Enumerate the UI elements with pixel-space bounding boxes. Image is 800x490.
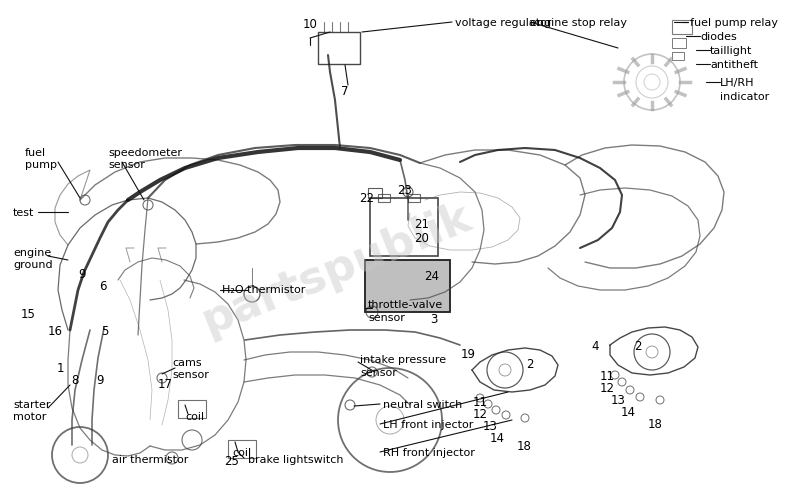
- Text: taillight: taillight: [710, 46, 752, 56]
- Bar: [228, 440, 256, 458]
- Text: 21: 21: [414, 218, 430, 231]
- Text: sensor: sensor: [172, 370, 209, 380]
- Text: pump: pump: [25, 160, 57, 170]
- Text: partspublik: partspublik: [194, 196, 478, 343]
- Text: 15: 15: [21, 308, 35, 321]
- Text: speedometer: speedometer: [108, 148, 182, 158]
- Text: 17: 17: [158, 378, 173, 391]
- Bar: [178, 400, 206, 418]
- Bar: [370, 198, 438, 256]
- Text: RH front injector: RH front injector: [383, 448, 475, 458]
- Text: air thermistor: air thermistor: [112, 455, 188, 465]
- Text: antitheft: antitheft: [710, 60, 758, 70]
- Text: neutral switch: neutral switch: [383, 400, 462, 410]
- Text: cams: cams: [172, 358, 202, 368]
- Text: 5: 5: [102, 325, 109, 338]
- Text: 9: 9: [78, 268, 86, 281]
- Text: 10: 10: [302, 18, 318, 31]
- Text: 14: 14: [490, 432, 505, 445]
- Text: 18: 18: [517, 440, 531, 453]
- Text: LH/RH: LH/RH: [720, 78, 754, 88]
- Text: 1: 1: [56, 362, 64, 375]
- Text: fuel: fuel: [25, 148, 46, 158]
- Text: brake lightswitch: brake lightswitch: [248, 455, 343, 465]
- Text: 14: 14: [621, 406, 635, 419]
- Text: intake pressure: intake pressure: [360, 355, 446, 365]
- Text: 16: 16: [47, 325, 62, 338]
- Bar: [672, 52, 684, 60]
- Text: 3: 3: [430, 313, 438, 326]
- Text: 18: 18: [647, 418, 662, 431]
- Bar: [672, 38, 686, 48]
- Text: engine stop relay: engine stop relay: [530, 18, 627, 28]
- Text: motor: motor: [13, 412, 46, 422]
- Text: engine: engine: [13, 248, 51, 258]
- Bar: [318, 32, 360, 64]
- Text: voltage regulator: voltage regulator: [455, 18, 551, 28]
- Text: 7: 7: [342, 85, 349, 98]
- Text: 12: 12: [599, 382, 614, 395]
- Text: 2: 2: [634, 340, 642, 353]
- Text: 2: 2: [526, 358, 534, 371]
- Text: 13: 13: [610, 394, 626, 407]
- Text: fuel pump relay: fuel pump relay: [690, 18, 778, 28]
- Text: test: test: [13, 208, 34, 218]
- Text: 4: 4: [591, 340, 598, 353]
- Text: coil: coil: [232, 448, 251, 458]
- Text: sensor: sensor: [360, 368, 397, 378]
- Text: sensor: sensor: [368, 313, 405, 323]
- Text: 24: 24: [425, 270, 439, 283]
- Text: 22: 22: [359, 192, 374, 205]
- Bar: [365, 260, 450, 312]
- Text: 11: 11: [473, 396, 487, 409]
- Text: 8: 8: [71, 374, 78, 387]
- Text: 19: 19: [461, 348, 475, 361]
- Text: ground: ground: [13, 260, 53, 270]
- Text: 9: 9: [96, 374, 104, 387]
- Text: diodes: diodes: [700, 32, 737, 42]
- Text: 20: 20: [414, 232, 430, 245]
- Bar: [408, 194, 420, 202]
- Bar: [672, 20, 692, 34]
- Text: 23: 23: [398, 184, 413, 197]
- Bar: [365, 260, 450, 312]
- Text: throttle-valve: throttle-valve: [368, 300, 443, 310]
- Text: 13: 13: [482, 420, 498, 433]
- Bar: [368, 188, 382, 198]
- Text: H₂O thermistor: H₂O thermistor: [222, 285, 306, 295]
- Text: LH front injector: LH front injector: [383, 420, 474, 430]
- Text: 11: 11: [599, 370, 614, 383]
- Text: starter: starter: [13, 400, 50, 410]
- Bar: [378, 194, 390, 202]
- Text: 6: 6: [99, 280, 106, 293]
- Text: sensor: sensor: [108, 160, 145, 170]
- Text: coil: coil: [185, 412, 204, 422]
- Text: 25: 25: [225, 455, 239, 468]
- Text: 12: 12: [473, 408, 487, 421]
- Text: indicator: indicator: [720, 92, 770, 102]
